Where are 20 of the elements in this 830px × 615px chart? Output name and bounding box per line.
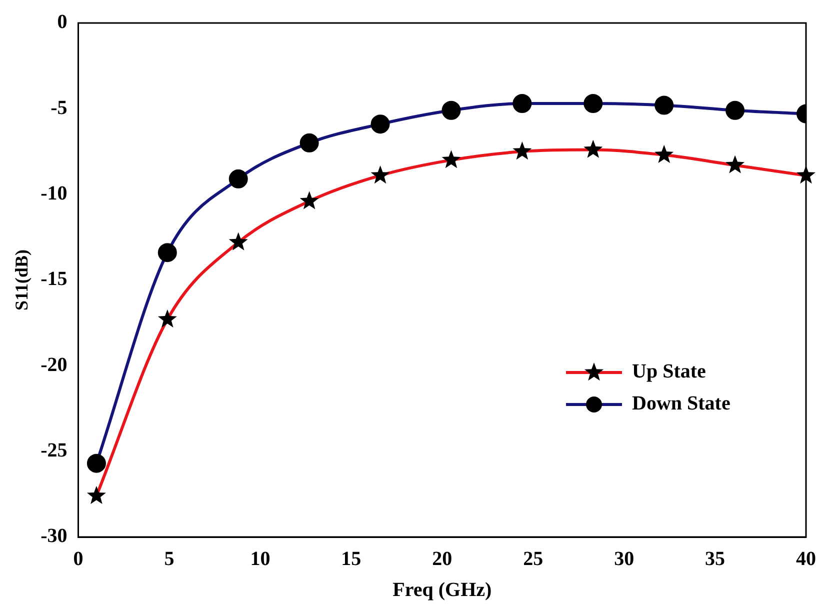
y-tick-label: -25 bbox=[40, 440, 68, 462]
y-tick-label: -30 bbox=[40, 525, 68, 548]
x-tick-label: 30 bbox=[614, 548, 634, 570]
x-tick-label: 15 bbox=[341, 548, 362, 570]
y-tick-label: -10 bbox=[40, 182, 68, 205]
legend-label: Down State bbox=[632, 392, 730, 415]
y-tick-label: 0 bbox=[57, 11, 68, 34]
x-tick-label: 5 bbox=[164, 548, 174, 570]
x-tick-label: 40 bbox=[796, 548, 816, 570]
y-tick-label: -5 bbox=[50, 96, 68, 119]
x-tick-label: 25 bbox=[523, 548, 544, 570]
x-tick-label: 20 bbox=[432, 548, 452, 570]
x-tick-label: 35 bbox=[705, 548, 726, 570]
y-tick-label: -20 bbox=[40, 354, 68, 376]
y-tick-label: -15 bbox=[40, 268, 68, 290]
x-tick-label: 10 bbox=[250, 548, 270, 570]
x-axis-title: Freq (GHz) bbox=[392, 579, 492, 602]
x-tick-label: 0 bbox=[73, 548, 84, 570]
y-axis-title: S11(dB) bbox=[11, 249, 32, 311]
legend-label: Up State bbox=[632, 360, 706, 383]
